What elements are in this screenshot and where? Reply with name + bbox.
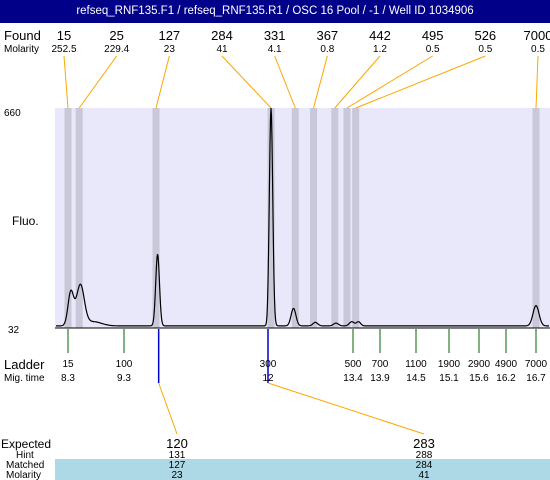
ladder-size-label: 300 [260, 359, 277, 370]
ladder-time-label: 16.7 [526, 373, 546, 384]
ladder-time-label: 13.9 [370, 373, 390, 384]
found-connector [346, 55, 433, 109]
ladder-time-label: 8.3 [61, 373, 75, 384]
plot-area [55, 108, 550, 328]
value-labels: 15252.525229.412723284413314.13670.84421… [51, 28, 550, 480]
y-max-label: 660 [4, 108, 21, 119]
found-connector [221, 55, 272, 109]
found-size-label: 15 [57, 28, 71, 43]
matched-header: Matched [6, 460, 44, 471]
ladder-size-label: 700 [372, 359, 389, 370]
peak-band [352, 108, 360, 328]
expected-size-label: 283 [413, 436, 435, 451]
ladder-size-label: 100 [116, 359, 133, 370]
found-size-label: 284 [211, 28, 233, 43]
molarity-header: Molarity [4, 44, 39, 55]
matched-label: 284 [416, 460, 433, 471]
found-size-label: 331 [264, 28, 286, 43]
ladder-size-label: 1900 [438, 359, 461, 370]
hint-label: 288 [416, 450, 433, 461]
found-connector [155, 55, 170, 109]
ladder-ticks [55, 327, 550, 353]
found-size-label: 127 [158, 28, 180, 43]
found-connector-lines [63, 55, 539, 109]
ladder-size-label: 7000 [525, 359, 548, 370]
y-axis-label: Fluo. [12, 214, 39, 228]
found-header: Found [4, 28, 41, 43]
found-molarity-label: 0.5 [426, 44, 440, 55]
chart-title: refseq_RNF135.F1 / refseq_RNF135.R1 / OS… [0, 0, 550, 23]
found-molarity-label: 229.4 [104, 44, 129, 55]
ladder-time-label: 15.1 [439, 373, 459, 384]
found-size-label: 367 [316, 28, 338, 43]
mig-time-header: Mig. time [4, 373, 45, 384]
ladder-time-label: 15.6 [469, 373, 489, 384]
molarity-row-band [55, 469, 550, 480]
expected-header: Expected [1, 437, 51, 451]
peak-band [291, 108, 299, 328]
found-molarity-label: 1.2 [373, 44, 387, 55]
ladder-time-label: 14.5 [406, 373, 426, 384]
expected-connector [267, 382, 425, 435]
peak-band [310, 108, 318, 328]
matched-row-band [55, 459, 550, 469]
found-connector [535, 55, 539, 109]
found-connector [63, 55, 69, 109]
found-size-label: 442 [369, 28, 391, 43]
ladder-time-label: 16.2 [496, 373, 516, 384]
expected-molarity-label: 41 [418, 470, 430, 480]
y-min-label: 32 [8, 325, 20, 336]
ladder-size-label: 15 [62, 359, 74, 370]
found-connector [274, 55, 296, 109]
ladder-size-label: 4900 [495, 359, 518, 370]
peak-band [532, 108, 540, 328]
found-molarity-label: 0.5 [531, 44, 545, 55]
ladder-time-label: 9.3 [117, 373, 131, 384]
expected-connector [158, 382, 178, 435]
peak-band [152, 108, 160, 328]
peak-band [267, 108, 275, 328]
ladder-time-label: 13.4 [343, 373, 363, 384]
matched-label: 127 [169, 460, 186, 471]
found-size-label: 495 [422, 28, 444, 43]
ladder-header: Ladder [4, 357, 45, 372]
found-molarity-label: 4.1 [268, 44, 282, 55]
peak-band [75, 108, 83, 328]
fluorescence-trace [56, 107, 549, 327]
ladder-size-label: 2900 [468, 359, 491, 370]
peak-bands [64, 108, 540, 328]
found-size-label: 7000 [524, 28, 550, 43]
hint-label: 131 [169, 450, 186, 461]
found-molarity-label: 0.5 [478, 44, 492, 55]
expected-molarity-label: 23 [171, 470, 183, 480]
hint-header: Hint [16, 450, 34, 461]
found-connector [334, 55, 381, 109]
found-molarity-label: 41 [216, 44, 228, 55]
found-molarity-label: 0.8 [320, 44, 334, 55]
ladder-size-label: 1100 [405, 359, 427, 370]
expected-size-label: 120 [166, 436, 188, 451]
ladder-time-label: 12 [262, 373, 274, 384]
expected-connector-lines [157, 329, 425, 435]
found-connector [313, 55, 328, 109]
found-connector [78, 55, 118, 109]
found-molarity-label: 23 [164, 44, 176, 55]
found-molarity-label: 252.5 [51, 44, 76, 55]
peak-band [331, 108, 339, 328]
found-size-label: 526 [474, 28, 496, 43]
ladder-size-label: 500 [345, 359, 362, 370]
peak-band [64, 108, 72, 328]
found-size-label: 25 [109, 28, 123, 43]
found-connector [355, 55, 486, 109]
bottom-molarity-header: Molarity [6, 470, 41, 480]
peak-band [343, 108, 351, 328]
